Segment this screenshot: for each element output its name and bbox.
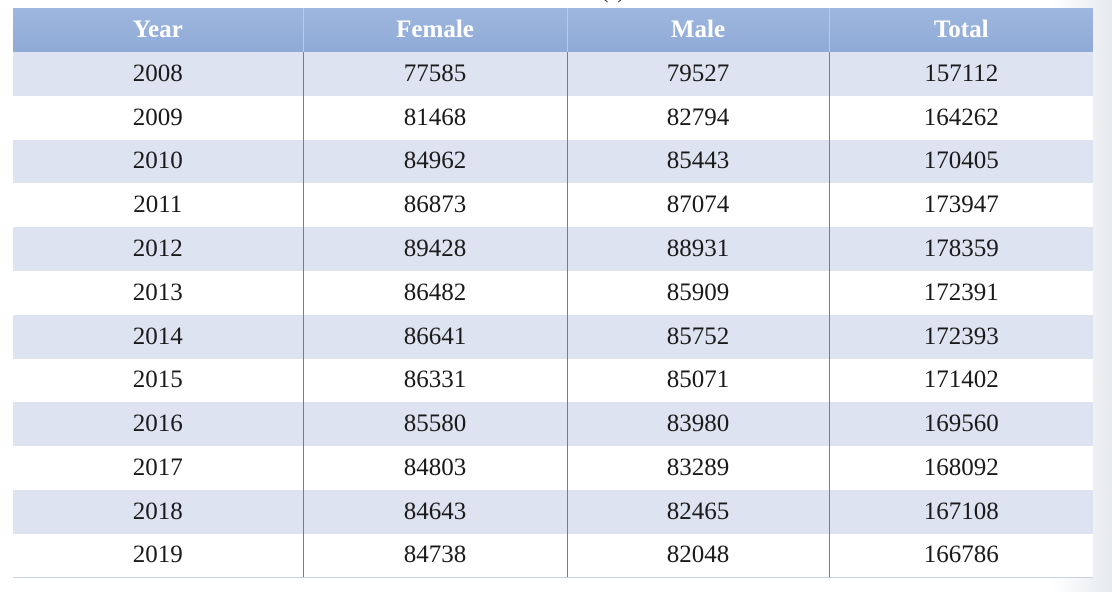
- cell-female: 84738: [302, 533, 567, 579]
- table-row: 2017 84803 83289 168092: [13, 446, 1093, 490]
- cell-female: 86482: [302, 270, 567, 315]
- cell-female: 84803: [302, 446, 567, 490]
- cell-year: 2012: [13, 227, 303, 271]
- table-body: 2008 77585 79527 157112 2009 81468 82794 164262…: [13, 52, 1093, 579]
- cell-male: 79527: [566, 52, 829, 96]
- cell-total: 157112: [828, 52, 1093, 96]
- cell-year: 2011: [13, 183, 303, 228]
- cell-female: 81468: [302, 95, 567, 140]
- table-row: 2010 84962 85443 170405: [13, 139, 1093, 184]
- cell-year: 2016: [13, 402, 303, 447]
- cell-total: 164262: [828, 95, 1093, 140]
- cell-male: 82465: [566, 489, 829, 534]
- cell-male: 83289: [566, 446, 829, 490]
- cell-total: 170405: [828, 139, 1093, 184]
- cell-year: 2019: [13, 533, 303, 579]
- cell-year: 2014: [13, 314, 303, 359]
- cell-male: 85443: [566, 139, 829, 184]
- cell-year: 2017: [13, 446, 303, 490]
- cell-year: 2009: [13, 95, 303, 140]
- cell-total: 172393: [828, 314, 1093, 359]
- cell-female: 86331: [302, 358, 567, 403]
- table-row: 2019 84738 82048 166786: [13, 533, 1093, 579]
- table-row: 2009 81468 82794 164262: [13, 95, 1093, 140]
- header-female: Female: [302, 8, 567, 52]
- table-row: 2011 86873 87074 173947: [13, 183, 1093, 228]
- cell-female: 77585: [302, 52, 567, 96]
- cell-year: 2010: [13, 139, 303, 184]
- table-row: 2008 77585 79527 157112: [13, 52, 1093, 96]
- cell-year: 2015: [13, 358, 303, 403]
- cell-female: 84643: [302, 489, 567, 534]
- cell-male: 83980: [566, 402, 829, 447]
- cell-year: 2018: [13, 489, 303, 534]
- cell-female: 89428: [302, 227, 567, 271]
- cell-year: 2008: [13, 52, 303, 96]
- table-row: 2015 86331 85071 171402: [13, 358, 1093, 403]
- cell-total: 173947: [828, 183, 1093, 228]
- cell-year: 2013: [13, 270, 303, 315]
- cell-male: 85909: [566, 270, 829, 315]
- table-row: 2013 86482 85909 172391: [13, 270, 1093, 315]
- table-header: Year Female Male Total: [13, 8, 1093, 52]
- table-row: 2016 85580 83980 169560: [13, 402, 1093, 447]
- cell-male: 88931: [566, 227, 829, 271]
- cell-male: 87074: [566, 183, 829, 228]
- cell-total: 172391: [828, 270, 1093, 315]
- cell-total: 171402: [828, 358, 1093, 403]
- cell-male: 85071: [566, 358, 829, 403]
- table-title-fragment: ( ): [600, 0, 627, 4]
- cell-total: 178359: [828, 227, 1093, 271]
- cell-male: 85752: [566, 314, 829, 359]
- cell-total: 166786: [828, 533, 1093, 579]
- cell-total: 168092: [828, 446, 1093, 490]
- cell-female: 86641: [302, 314, 567, 359]
- header-row: Year Female Male Total: [13, 8, 1093, 52]
- table-row: 2018 84643 82465 167108: [13, 489, 1093, 534]
- cell-female: 84962: [302, 139, 567, 184]
- header-male: Male: [566, 8, 829, 52]
- header-total: Total: [828, 8, 1093, 52]
- data-table: Year Female Male Total 2008 77585 79527 157…: [13, 8, 1093, 579]
- cell-male: 82048: [566, 533, 829, 579]
- header-year: Year: [13, 8, 303, 52]
- cell-female: 85580: [302, 402, 567, 447]
- cell-female: 86873: [302, 183, 567, 228]
- cell-total: 167108: [828, 489, 1093, 534]
- cell-total: 169560: [828, 402, 1093, 447]
- table-row: 2014 86641 85752 172393: [13, 314, 1093, 359]
- table-row: 2012 89428 88931 178359: [13, 227, 1093, 271]
- cell-male: 82794: [566, 95, 829, 140]
